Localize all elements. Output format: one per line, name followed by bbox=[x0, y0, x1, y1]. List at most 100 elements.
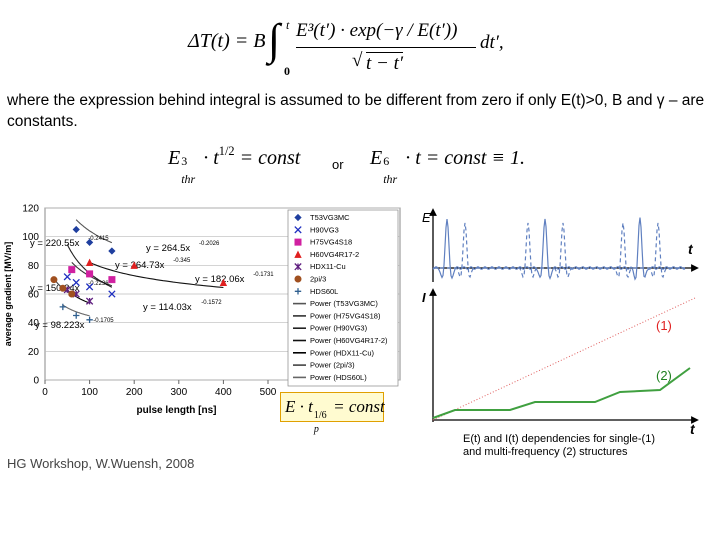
legend-label: Power (H60VG4R17-2) bbox=[310, 336, 388, 345]
legend-label: HDX11-Cu bbox=[310, 262, 346, 271]
data-point bbox=[85, 283, 94, 291]
x-tick-label: 100 bbox=[81, 387, 98, 398]
formula-tail: dt′, bbox=[480, 32, 504, 53]
legend-label: HDS60L bbox=[310, 287, 338, 296]
data-point bbox=[72, 225, 80, 234]
legend-label: Power (T53VG3MC) bbox=[310, 299, 378, 308]
t-label-bottom: t bbox=[690, 421, 696, 437]
fraction-bar bbox=[296, 47, 476, 48]
data-point bbox=[85, 238, 94, 247]
legend: T53VG3MC H90VG3 H75VG4S18 H60VG4R17-2 HDX11-… bbox=[287, 209, 399, 387]
t-label-top: t bbox=[688, 241, 694, 257]
trendline-label: y = 364.73x bbox=[115, 260, 165, 271]
trendline-exponent: -0.2026 bbox=[199, 241, 220, 247]
data-point bbox=[50, 276, 58, 284]
trendline-exponent: -0.345 bbox=[173, 258, 191, 264]
formula-box: E · t 1/6 p = const bbox=[280, 392, 385, 435]
data-point bbox=[68, 290, 76, 298]
e-trace bbox=[432, 217, 686, 281]
x-tick-label: 0 bbox=[42, 387, 48, 398]
curve-1-label: (1) bbox=[656, 318, 672, 333]
formula-thr: E 3 thr · t1/2 = const bbox=[168, 144, 301, 186]
data-point bbox=[85, 258, 94, 266]
data-point bbox=[59, 284, 67, 292]
f6-sup: 6 bbox=[383, 154, 390, 168]
legend-label: H75VG4S18 bbox=[310, 238, 352, 247]
y-tick-label: 120 bbox=[22, 204, 39, 215]
legend-label: Power (H75VG4S18) bbox=[310, 311, 381, 320]
e-trace-dashed bbox=[433, 222, 685, 279]
e-label: E bbox=[422, 210, 431, 225]
x-tick-label: 400 bbox=[215, 387, 232, 398]
trendline-exponent: -0.1705 bbox=[93, 318, 114, 324]
data-point bbox=[68, 266, 76, 274]
data-point bbox=[59, 303, 67, 311]
legend-marker bbox=[294, 213, 302, 222]
trendline bbox=[89, 261, 224, 289]
data-point bbox=[85, 297, 94, 305]
f-sub: thr bbox=[181, 172, 196, 186]
trendline-label: y = 114.03x bbox=[143, 302, 192, 313]
legend-marker bbox=[294, 275, 302, 283]
denominator: t − t′ bbox=[366, 52, 404, 74]
trendline-label: y = 150.24x bbox=[30, 283, 80, 294]
f-exp: 1/2 bbox=[218, 144, 235, 159]
data-point bbox=[219, 278, 228, 287]
formula-lhs: ΔT(t) = B · bbox=[188, 30, 276, 52]
data-point bbox=[108, 276, 116, 284]
f-rhs: = const bbox=[239, 147, 301, 169]
trendline bbox=[75, 219, 113, 244]
trendline-exponent: -0.2236 bbox=[88, 281, 109, 287]
y-tick-label: 100 bbox=[22, 232, 39, 243]
data-point bbox=[73, 312, 80, 319]
trendline bbox=[62, 304, 90, 317]
legend-marker bbox=[294, 250, 302, 258]
pulse-diagram: E t I t (1) (2) bbox=[422, 208, 699, 437]
curve-2-label: (2) bbox=[656, 368, 672, 383]
fb-exp: 1/6 bbox=[313, 410, 327, 421]
data-point bbox=[108, 290, 116, 298]
y-tick-label: 80 bbox=[28, 261, 40, 272]
f6-rhs: · t = const ≡ 1. bbox=[405, 147, 525, 169]
integral-lower: 0 bbox=[284, 64, 290, 78]
data-point bbox=[63, 273, 71, 281]
legend-label: Power (HDS60L) bbox=[310, 373, 367, 382]
x-tick-label: 200 bbox=[126, 387, 143, 398]
legend-marker bbox=[294, 238, 302, 246]
legend-marker bbox=[294, 263, 302, 271]
legend-label: Power (2pi/3) bbox=[310, 361, 355, 370]
y-tick-label: 60 bbox=[28, 290, 40, 301]
f6-sub: thr bbox=[383, 172, 398, 186]
trendline-label: y = 182.06x bbox=[195, 274, 245, 285]
x-tick-label: 300 bbox=[170, 387, 187, 398]
legend-label: Power (H90VG3) bbox=[310, 324, 368, 333]
legend-label: H90VG3 bbox=[310, 225, 339, 234]
trendline-exponent: -0.1572 bbox=[201, 300, 222, 306]
y-tick-label: 40 bbox=[28, 318, 40, 329]
numerator: E³(t′) · exp(−γ / E(t′)) bbox=[296, 20, 458, 41]
data-point bbox=[86, 270, 94, 278]
formula-thr6: E 6 thr · t = const ≡ 1. bbox=[370, 147, 525, 186]
integral-sign: ∫ bbox=[268, 15, 281, 64]
trendline-label: y = 264.5x bbox=[146, 243, 190, 254]
fb-sub: p bbox=[313, 424, 319, 435]
sqrt-sign: √ bbox=[352, 50, 363, 71]
data-point bbox=[86, 316, 93, 323]
diagram-caption: E(t) and I(t) dependencies for single-(1… bbox=[463, 433, 655, 458]
x-axis-label: pulse length [ns] bbox=[137, 405, 217, 416]
single-frequency-line bbox=[432, 297, 696, 421]
footer: HG Workshop, W.Wuensh, 2008 bbox=[7, 456, 195, 471]
trendline-exponent: -0.1731 bbox=[253, 272, 274, 278]
f-mid: · t bbox=[203, 147, 219, 169]
or-text: or bbox=[332, 157, 344, 172]
data-point bbox=[108, 247, 116, 255]
trendline-label: y = 220.55x bbox=[30, 238, 80, 249]
fb-rhs: = const bbox=[333, 397, 385, 416]
legend-marker bbox=[294, 288, 302, 295]
f-base: E bbox=[168, 147, 181, 169]
fb-base: E · t bbox=[285, 397, 313, 416]
trendline-exponent: -0.2415 bbox=[88, 236, 109, 242]
f6-base: E bbox=[370, 147, 383, 169]
y-tick-label: 0 bbox=[33, 376, 39, 387]
